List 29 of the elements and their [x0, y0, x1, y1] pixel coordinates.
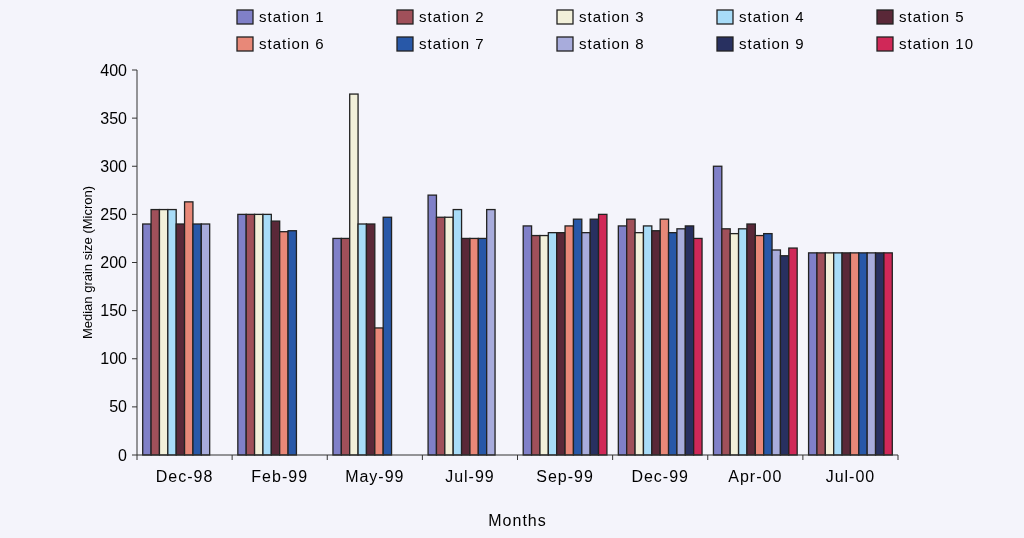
x-axis-title: Months [488, 512, 547, 529]
x-tick-label: Dec-99 [631, 468, 689, 485]
legend-label: station 2 [419, 8, 485, 25]
legend-label: station 10 [899, 35, 975, 52]
x-tick-label: May-99 [345, 468, 405, 485]
y-tick-label: 0 [118, 446, 128, 464]
y-tick-label: 350 [100, 109, 128, 127]
legend-label: station 4 [739, 8, 805, 25]
legend-label: station 9 [739, 35, 805, 52]
y-tick-label: 50 [109, 398, 128, 416]
legend-label: station 6 [259, 35, 325, 52]
y-tick-label: 300 [100, 157, 128, 175]
legend-label: station 3 [579, 8, 645, 25]
x-tick-label: Feb-99 [251, 468, 309, 485]
legend-label: station 7 [419, 35, 485, 52]
legend-label: station 5 [899, 8, 965, 25]
x-tick-label: Apr-00 [728, 468, 783, 485]
x-tick-label: Jul-00 [825, 468, 876, 485]
y-axis-title: Median grain size (Micron) [80, 185, 95, 340]
x-tick-label: Jul-99 [445, 468, 495, 485]
legend-label: station 1 [259, 8, 325, 25]
x-tick-label: Sep-99 [536, 468, 594, 485]
y-tick-label: 250 [100, 205, 128, 223]
y-tick-label: 200 [100, 254, 128, 272]
y-tick-label: 100 [100, 350, 128, 368]
x-tick-label: Dec-98 [155, 468, 214, 485]
y-tick-label: 400 [100, 61, 128, 79]
legend-label: station 8 [579, 35, 645, 52]
y-tick-label: 150 [100, 302, 128, 320]
